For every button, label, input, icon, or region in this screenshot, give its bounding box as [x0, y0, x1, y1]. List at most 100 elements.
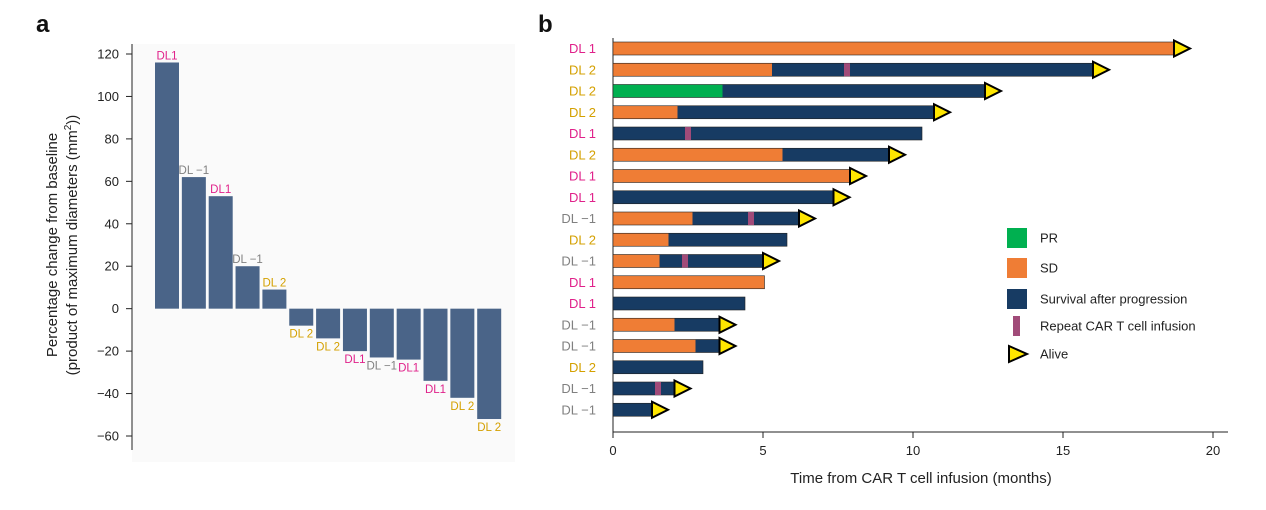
- panel-a-bar-label: DL 2: [289, 329, 313, 341]
- panel-b-row-label: DL 2: [569, 360, 596, 375]
- panel-b-row-label: DL −1: [561, 381, 596, 396]
- panel-b-repeat-marker: [682, 254, 688, 268]
- panel-b-row-label: DL 2: [569, 232, 596, 247]
- panel-b-segment-progression: [613, 403, 655, 417]
- panel-b-row-label: DL −1: [561, 254, 596, 269]
- panel-a-ytick-label: 60: [105, 174, 119, 189]
- panel-b-alive-marker: [984, 81, 1004, 101]
- panel-b-row-label: DL −1: [561, 211, 596, 226]
- panel-b-row-label: DL −1: [561, 402, 596, 417]
- panel-b-row: DL 1: [569, 187, 852, 207]
- panel-b-row: DL 1: [569, 296, 746, 311]
- panel-b-row-label: DL 1: [569, 275, 596, 290]
- panel-b-repeat-marker: [685, 127, 691, 140]
- panel-a-ytick-label: −60: [97, 429, 119, 444]
- panel-a-ytick-label: 100: [97, 89, 119, 104]
- legend-label: Survival after progression: [1040, 292, 1187, 307]
- panel-b-alive-marker: [849, 166, 869, 186]
- panel-b-repeat-marker: [748, 212, 754, 225]
- panel-b-segment-SD: [613, 42, 1177, 55]
- panel-b-row: DL 1: [569, 166, 869, 186]
- panel-a-ytick-label: 40: [105, 216, 119, 231]
- panel-b-segment-SD: [613, 233, 669, 247]
- panel-b-bar-outline: [612, 126, 923, 141]
- panel-b-row-label: DL 1: [569, 296, 596, 311]
- panel-a-bar: [208, 196, 233, 309]
- panel-b-segment-progression: [613, 127, 922, 140]
- panel-b-alive-marker: [933, 102, 953, 122]
- panel-b-row-label: DL −1: [561, 339, 596, 354]
- panel-b-segment-progression: [674, 318, 723, 332]
- panel-b-segment-SD: [613, 275, 765, 289]
- panel-b-row: DL −1: [561, 251, 782, 271]
- panel-b-xlabel: Time from CAR T cell infusion (months): [790, 470, 1051, 487]
- panel-b-bar-outline: [612, 232, 788, 247]
- panel-b-alive-marker: [798, 208, 818, 229]
- panel-b-row-label: DL 2: [569, 84, 596, 99]
- panel-a-bar-label: DL 2: [477, 422, 501, 434]
- panel-b-alive-marker: [888, 145, 908, 165]
- panel-a-bar: [477, 308, 502, 420]
- panel-b-row: DL 2: [569, 232, 788, 247]
- panel-b-segment-SD: [613, 63, 772, 77]
- panel-a-bar: [423, 308, 448, 381]
- panel-b-segment-progression: [722, 84, 988, 98]
- panel-b-label: b: [538, 11, 553, 38]
- legend-label: SD: [1040, 261, 1058, 276]
- panel-b-row-label: DL 2: [569, 105, 596, 120]
- legend-label: PR: [1040, 231, 1058, 246]
- panel-b-segment-SD: [613, 339, 696, 353]
- panel-b-alive-marker: [673, 378, 693, 399]
- panel-a-bar: [450, 308, 475, 398]
- panel-b-xtick-label: 0: [609, 443, 616, 458]
- legend-swatch-repeat: [1013, 316, 1020, 336]
- panel-a-bar: [369, 308, 394, 358]
- panel-a-bar-label: DL −1: [232, 254, 263, 266]
- panel-a-bar-label: DL1: [398, 363, 419, 375]
- panel-b-segment-progression: [782, 148, 892, 162]
- panel-b-row: DL −1: [561, 400, 671, 420]
- panel-b-xtick-label: 5: [759, 443, 766, 458]
- panel-b-row: DL 2: [569, 60, 1112, 80]
- panel-b-repeat-marker: [655, 382, 661, 395]
- panel-b-segment-progression: [613, 190, 837, 204]
- panel-b-segment-progression: [695, 339, 723, 353]
- panel-a-bar-label: DL1: [210, 184, 231, 196]
- panel-b-row: DL 1: [569, 126, 923, 141]
- panel-b-xtick-label: 15: [1056, 443, 1070, 458]
- panel-b-alive-marker: [832, 187, 852, 207]
- panel-a-bar: [155, 62, 179, 309]
- panel-b-row-label: DL 2: [569, 147, 596, 162]
- panel-b-row-label: DL 1: [569, 190, 596, 205]
- panel-b-row-label: DL 1: [569, 126, 596, 141]
- legend-swatch-SD: [1007, 258, 1027, 278]
- panel-b-row-label: DL 2: [569, 62, 596, 77]
- legend-swatch-alive: [1008, 344, 1030, 364]
- panel-b-row: DL 2: [569, 360, 704, 375]
- panel-b-bar-outline: [612, 275, 765, 290]
- legend-label: Alive: [1040, 347, 1068, 362]
- panel-b-row-label: DL 1: [569, 41, 596, 56]
- panel-a-ytick-label: −20: [97, 344, 119, 359]
- panel-b-row-label: DL −1: [561, 317, 596, 332]
- panel-b-segment-progression: [677, 105, 937, 119]
- panel-b-row: DL 2: [569, 102, 953, 122]
- panel-b-bar-outline: [612, 296, 746, 311]
- panel-b-xtick-label: 20: [1206, 443, 1220, 458]
- panel-a-bar-label: DL −1: [367, 360, 398, 372]
- panel-a-bar: [262, 289, 287, 309]
- panel-a-bar-label: DL 2: [316, 341, 340, 353]
- panel-b-row: DL 2: [569, 145, 908, 165]
- panel-b-alive-marker: [718, 336, 738, 356]
- panel-b-row: DL −1: [561, 208, 818, 229]
- legend-swatch-progression: [1007, 289, 1027, 309]
- panel-a-ylabel-line1: Percentage change from baseline: [44, 133, 61, 357]
- panel-b-xtick-label: 10: [906, 443, 920, 458]
- panel-b-segment-PR: [613, 84, 723, 98]
- panel-a-bar-label: DL 2: [450, 401, 474, 413]
- panel-b-alive-marker: [718, 315, 738, 335]
- panel-b-segment-SD: [613, 148, 783, 162]
- panel-a-ytick-label: 0: [112, 301, 119, 316]
- panel-b-row-label: DL 1: [569, 169, 596, 184]
